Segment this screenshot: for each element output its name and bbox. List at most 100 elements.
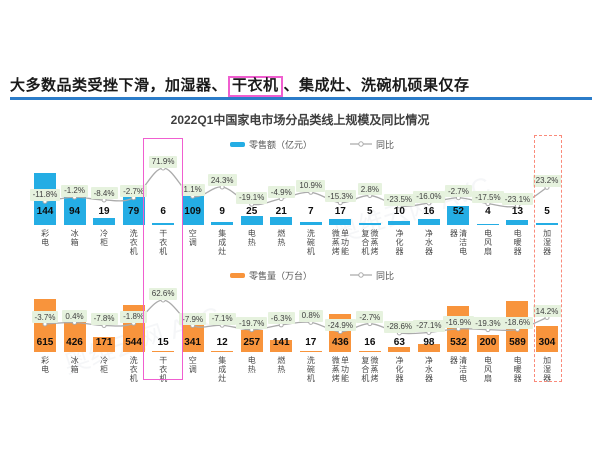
value-label: 257 (243, 337, 261, 348)
yoy-label: -7.8% (81, 308, 127, 326)
yoy-label: -23.1% (494, 189, 540, 207)
category-label: 电风扇 (483, 356, 493, 383)
yoy-label: 23.2% (524, 170, 570, 188)
value-label: 17 (334, 206, 346, 217)
value-label: 17 (305, 337, 317, 348)
bar (93, 218, 116, 225)
legend-retail-volume-label: 零售量（万台） (249, 271, 313, 281)
category-label: 洗碗机 (306, 229, 316, 256)
yoy-label: -24.9% (317, 315, 363, 333)
yoy-label: 0.8% (288, 305, 334, 323)
category-label: 集成灶 (217, 229, 227, 256)
yoy-label: -8.4% (81, 183, 127, 201)
category-label: 微蒸烤 复合机 (360, 356, 380, 383)
value-label: 304 (538, 337, 556, 348)
yoy-label: -19.1% (229, 187, 275, 205)
value-label: 94 (68, 206, 81, 217)
category-label: 加湿器 (542, 356, 552, 383)
yoy-label: -15.3% (317, 186, 363, 204)
value-label: 9 (219, 206, 225, 217)
value-label: 10 (393, 206, 405, 217)
value-label: 109 (184, 206, 201, 217)
category-label: 清洁电 器 (449, 356, 468, 383)
category-label: 电风扇 (483, 229, 493, 256)
value-label: 12 (216, 337, 228, 348)
bar (329, 218, 352, 225)
value-label: 141 (272, 337, 290, 348)
category-label: 净化器 (394, 356, 404, 383)
value-label: 19 (98, 206, 110, 217)
yoy-label: -4.9% (258, 182, 304, 200)
yoy-label: -2.7% (347, 307, 393, 325)
category-label: 冷柜 (99, 229, 109, 247)
yoy-label: -23.5% (376, 189, 422, 207)
value-label: 6 (160, 206, 166, 217)
bar (506, 220, 529, 225)
yoy-label: -7.9% (170, 309, 216, 327)
value-label: 15 (157, 337, 169, 348)
headline: 大多数品类受挫下滑，加湿器、 干衣机 、集成灶、洗碗机硕果仅存 (10, 74, 595, 97)
yoy-line-marker-icon (350, 271, 372, 281)
humidifier-highlight-box (534, 135, 562, 382)
value-label: 426 (66, 337, 83, 348)
value-label: 98 (423, 337, 435, 348)
yoy-label: 24.3% (199, 170, 245, 188)
bar (211, 221, 234, 225)
yoy-label: 2.8% (347, 179, 393, 197)
bar (447, 206, 470, 225)
category-label: 空调 (188, 356, 198, 374)
value-label: 21 (275, 206, 287, 217)
value-label: 16 (364, 337, 376, 348)
legend-retail-value: 零售额（亿元） (230, 138, 312, 151)
chart-title: 2022Q1中国家电市场分品类线上规模及同比情况 (170, 113, 430, 127)
value-label: 544 (125, 337, 142, 348)
bar (358, 350, 381, 352)
value-label: 589 (509, 337, 526, 348)
bar (270, 339, 293, 352)
bar (211, 350, 234, 352)
bar (299, 350, 322, 352)
yoy-label: -2.7% (435, 181, 481, 199)
headline-suffix: 、集成灶、洗碗机硕果仅存 (283, 77, 470, 94)
yoy-label: -27.1% (406, 315, 452, 333)
bar (240, 215, 263, 225)
category-label: 冷柜 (99, 356, 109, 374)
category-label: 微蒸烤 复合机 (360, 229, 380, 256)
category-label: 燃热 (276, 356, 286, 374)
category-label: 彩电 (40, 229, 50, 247)
yoy-label: 0.4% (52, 306, 98, 324)
yoy-label: -16.0% (406, 186, 452, 204)
legend-retail-value-label: 零售额（亿元） (249, 140, 313, 150)
yoy-label: 14.2% (524, 301, 570, 319)
yoy-label: -18.6% (494, 312, 540, 330)
value-label: 532 (450, 337, 467, 348)
yoy-label: -16.9% (435, 312, 481, 330)
value-label: 13 (511, 206, 524, 217)
bar (388, 221, 411, 225)
legend-yoy-top-label: 同比 (376, 140, 395, 150)
yoy-label: 10.9% (288, 175, 334, 193)
yoy-label: -19.3% (465, 313, 511, 331)
value-label: 79 (128, 206, 140, 217)
legend-yoy-bottom-label: 同比 (376, 271, 395, 281)
value-label: 615 (36, 337, 54, 348)
value-label: 7 (307, 206, 314, 217)
category-label: 电热 (247, 356, 257, 374)
value-label: 171 (95, 337, 113, 348)
yoy-label: -1.8% (111, 306, 157, 324)
bar (388, 346, 411, 352)
legend-yoy-bottom: 同比 (350, 269, 394, 282)
value-label: 52 (452, 206, 464, 217)
bar (152, 350, 175, 352)
legend-retail-volume: 零售量（万台） (230, 269, 312, 282)
value-label: 25 (246, 206, 258, 217)
category-label: 净水器 (424, 229, 434, 256)
category-label: 洗衣机 (129, 356, 139, 383)
bar (417, 343, 440, 352)
category-label: 燃热 (276, 229, 286, 247)
yoy-label: -28.6% (376, 316, 422, 334)
bar (476, 223, 499, 225)
dryer-highlight-box (143, 138, 183, 380)
value-label: 200 (479, 337, 497, 348)
